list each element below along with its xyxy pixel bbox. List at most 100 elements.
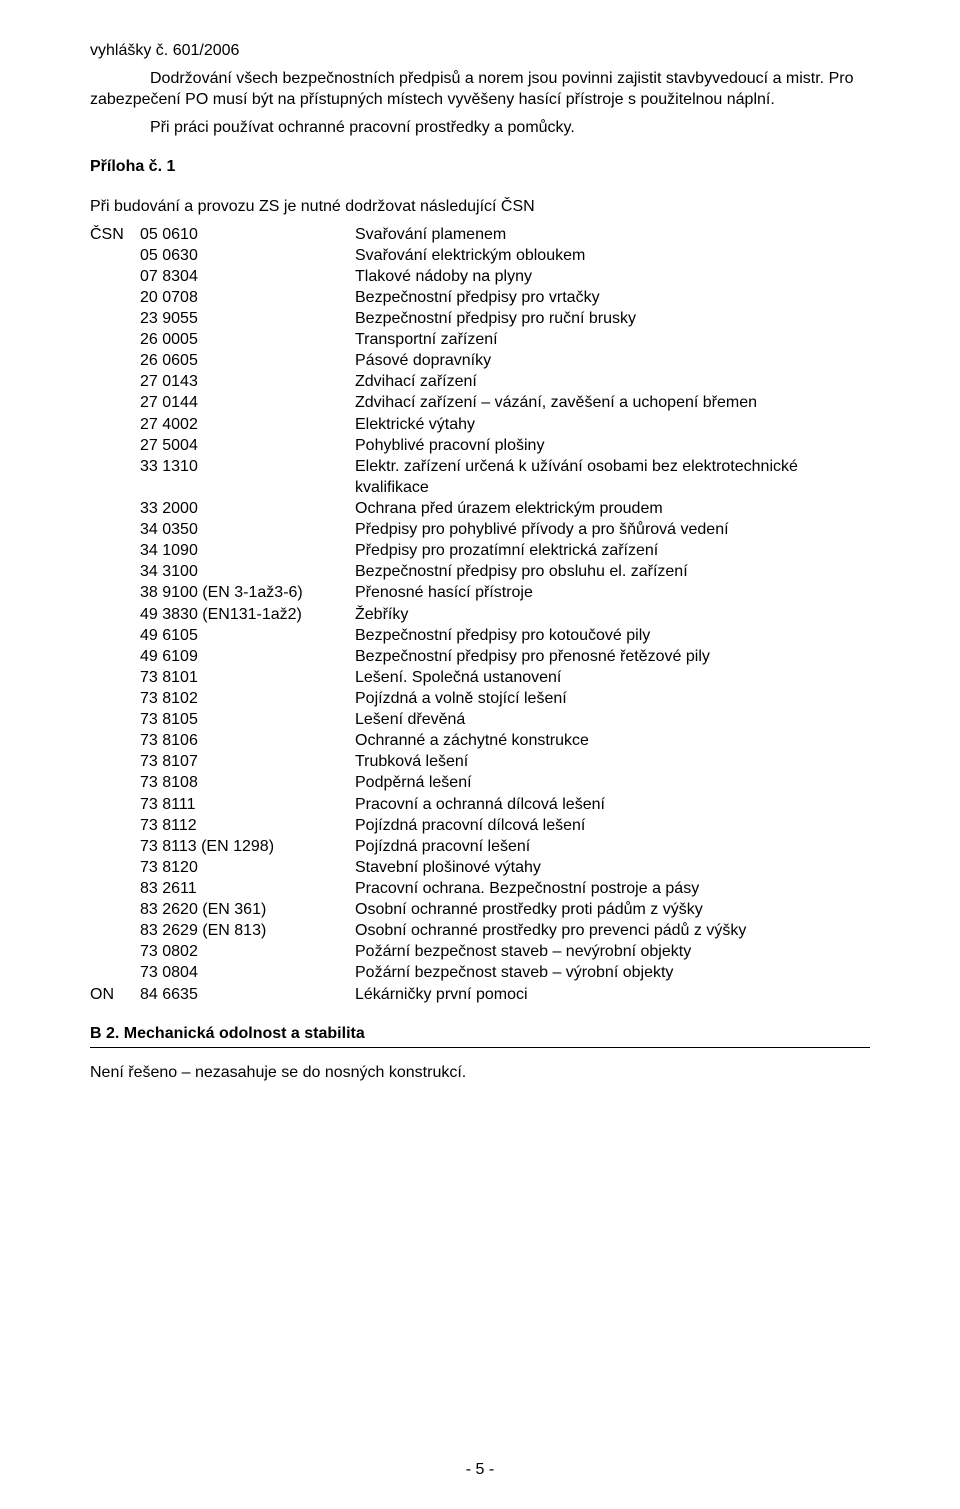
csn-desc: Elektrické výtahy: [355, 414, 870, 435]
csn-desc: Pojízdná pracovní lešení: [355, 836, 870, 857]
on-code: 84 6635: [140, 984, 355, 1005]
on-prefix: ON: [90, 984, 140, 1005]
csn-desc: Ochrana před úrazem elektrickým proudem: [355, 498, 870, 519]
csn-code: 20 0708: [140, 287, 355, 308]
csn-desc: Bezpečnostní předpisy pro ruční brusky: [355, 308, 870, 329]
csn-prefix: [90, 329, 140, 350]
csn-code: 83 2629 (EN 813): [140, 920, 355, 941]
intro-line3: Při práci používat ochranné pracovní pro…: [90, 117, 870, 139]
csn-row: 27 0143Zdvihací zařízení: [90, 371, 870, 392]
csn-code: 49 6109: [140, 646, 355, 667]
csn-prefix: [90, 604, 140, 625]
csn-prefix: [90, 815, 140, 836]
csn-code: 73 0804: [140, 962, 355, 983]
csn-prefix: [90, 772, 140, 793]
csn-code: 27 5004: [140, 435, 355, 456]
b2-text: Není řešeno – nezasahuje se do nosných k…: [90, 1062, 870, 1084]
csn-row: 49 6105Bezpečnostní předpisy pro kotoučo…: [90, 625, 870, 646]
csn-prefix: [90, 350, 140, 371]
csn-desc: Předpisy pro prozatímní elektrická zaříz…: [355, 540, 870, 561]
csn-table: ČSN05 0610Svařování plamenem05 0630Svařo…: [90, 224, 870, 1005]
csn-row: 49 3830 (EN131-1až2)Žebříky: [90, 604, 870, 625]
csn-row: 23 9055Bezpečnostní předpisy pro ruční b…: [90, 308, 870, 329]
csn-code: 23 9055: [140, 308, 355, 329]
csn-row: 33 2000Ochrana před úrazem elektrickým p…: [90, 498, 870, 519]
csn-row: 73 8108Podpěrná lešení: [90, 772, 870, 793]
csn-prefix: [90, 899, 140, 920]
csn-desc: Ochranné a záchytné konstrukce: [355, 730, 870, 751]
csn-desc: Bezpečnostní předpisy pro obsluhu el. za…: [355, 561, 870, 582]
csn-row: 07 8304Tlakové nádoby na plyny: [90, 266, 870, 287]
csn-code: 34 1090: [140, 540, 355, 561]
csn-prefix: [90, 287, 140, 308]
csn-desc: Pracovní ochrana. Bezpečnostní postroje …: [355, 878, 870, 899]
csn-prefix: [90, 456, 140, 498]
csn-desc: Pracovní a ochranná dílcová lešení: [355, 794, 870, 815]
csn-row: ČSN05 0610Svařování plamenem: [90, 224, 870, 245]
csn-prefix: [90, 646, 140, 667]
csn-code: 73 8101: [140, 667, 355, 688]
intro-line2: Dodržování všech bezpečnostních předpisů…: [90, 68, 870, 111]
csn-desc: Podpěrná lešení: [355, 772, 870, 793]
csn-code: 73 8107: [140, 751, 355, 772]
csn-code: 73 8108: [140, 772, 355, 793]
csn-desc: Stavební plošinové výtahy: [355, 857, 870, 878]
csn-code: 73 0802: [140, 941, 355, 962]
csn-row: 83 2629 (EN 813)Osobní ochranné prostřed…: [90, 920, 870, 941]
csn-desc: Osobní ochranné prostředky proti pádům z…: [355, 899, 870, 920]
csn-prefix: [90, 751, 140, 772]
page-number: - 5 -: [0, 1461, 960, 1479]
csn-code: 05 0630: [140, 245, 355, 266]
csn-prefix: [90, 498, 140, 519]
csn-prefix: [90, 962, 140, 983]
csn-code: 49 6105: [140, 625, 355, 646]
csn-desc: Pojízdná a volně stojící lešení: [355, 688, 870, 709]
csn-prefix: ČSN: [90, 224, 140, 245]
csn-code: 73 8106: [140, 730, 355, 751]
csn-desc: Zdvihací zařízení: [355, 371, 870, 392]
csn-code: 73 8113 (EN 1298): [140, 836, 355, 857]
csn-prefix: [90, 709, 140, 730]
csn-code: 33 1310: [140, 456, 355, 498]
b2-heading: B 2. Mechanická odolnost a stabilita: [90, 1025, 870, 1043]
csn-code: 27 0143: [140, 371, 355, 392]
csn-row: 27 0144Zdvihací zařízení – vázání, zavěš…: [90, 392, 870, 413]
csn-prefix: [90, 371, 140, 392]
csn-desc: Pásové dopravníky: [355, 350, 870, 371]
csn-desc: Žebříky: [355, 604, 870, 625]
divider: [90, 1047, 870, 1048]
csn-desc: Bezpečnostní předpisy pro přenosné řetěz…: [355, 646, 870, 667]
csn-desc: Požární bezpečnost staveb – nevýrobní ob…: [355, 941, 870, 962]
csn-row: 73 8107Trubková lešení: [90, 751, 870, 772]
csn-desc: Zdvihací zařízení – vázání, zavěšení a u…: [355, 392, 870, 413]
csn-row: 34 3100Bezpečnostní předpisy pro obsluhu…: [90, 561, 870, 582]
csn-code: 26 0605: [140, 350, 355, 371]
csn-row: 83 2620 (EN 361)Osobní ochranné prostřed…: [90, 899, 870, 920]
csn-desc: Pojízdná pracovní dílcová lešení: [355, 815, 870, 836]
csn-prefix: [90, 625, 140, 646]
csn-desc: Pohyblivé pracovní plošiny: [355, 435, 870, 456]
csn-prefix: [90, 519, 140, 540]
csn-prefix: [90, 540, 140, 561]
on-desc: Lékárničky první pomoci: [355, 984, 870, 1005]
csn-prefix: [90, 582, 140, 603]
csn-code: 27 4002: [140, 414, 355, 435]
csn-prefix: [90, 688, 140, 709]
csn-code: 73 8120: [140, 857, 355, 878]
csn-prefix: [90, 667, 140, 688]
on-row: ON84 6635Lékárničky první pomoci: [90, 984, 870, 1005]
csn-desc: Lešení. Společná ustanovení: [355, 667, 870, 688]
csn-code: 34 3100: [140, 561, 355, 582]
csn-desc: Elektr. zařízení určená k užívání osobam…: [355, 456, 870, 498]
csn-row: 73 8113 (EN 1298)Pojízdná pracovní lešen…: [90, 836, 870, 857]
csn-desc: Tlakové nádoby na plyny: [355, 266, 870, 287]
csn-prefix: [90, 920, 140, 941]
csn-desc: Transportní zařízení: [355, 329, 870, 350]
csn-desc: Předpisy pro pohyblivé přívody a pro šňů…: [355, 519, 870, 540]
csn-row: 34 0350Předpisy pro pohyblivé přívody a …: [90, 519, 870, 540]
csn-desc: Bezpečnostní předpisy pro kotoučové pily: [355, 625, 870, 646]
csn-desc: Svařování plamenem: [355, 224, 870, 245]
csn-desc: Přenosné hasící přístroje: [355, 582, 870, 603]
csn-desc: Trubková lešení: [355, 751, 870, 772]
csn-row: 73 8106Ochranné a záchytné konstrukce: [90, 730, 870, 751]
